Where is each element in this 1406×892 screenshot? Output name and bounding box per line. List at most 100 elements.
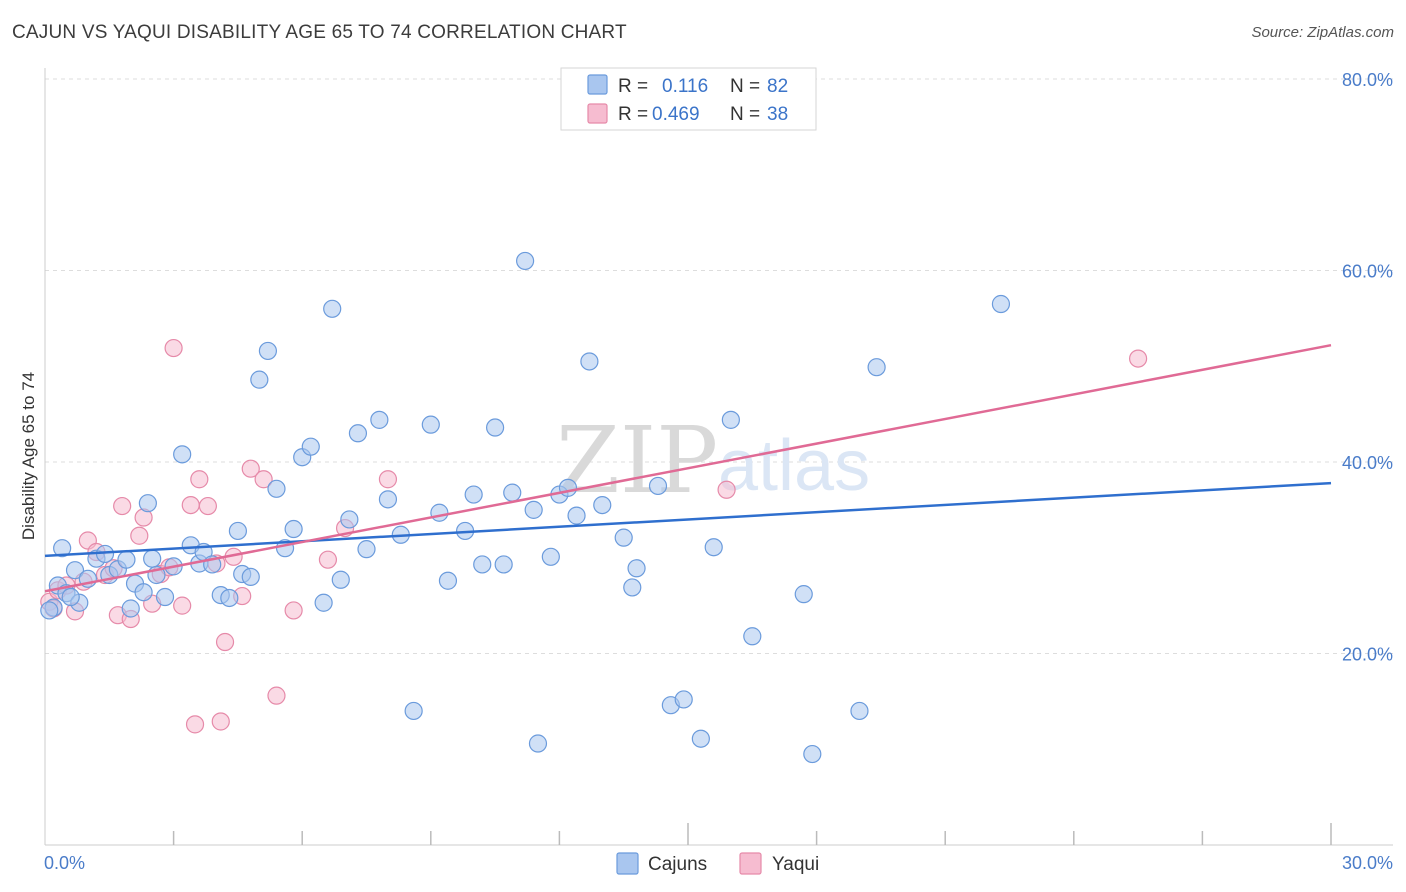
- x-tick-label-0: 0.0%: [44, 853, 85, 873]
- cajun-point-32: [267, 479, 286, 498]
- y-tick-label-0: 20.0%: [1342, 645, 1393, 665]
- yaqui-point-25: [211, 712, 230, 731]
- cajun-point-15: [138, 494, 157, 513]
- x-tick-labels: 0.0% 30.0%: [44, 853, 1393, 873]
- y-tick-label-1: 40.0%: [1342, 453, 1393, 473]
- legend-n-label-cajuns: N =: [730, 76, 760, 97]
- yaqui-trend-line: [44, 343, 1332, 593]
- cajun-point-20: [173, 445, 192, 464]
- axes: [44, 68, 1393, 846]
- cajun-point-65: [614, 528, 633, 547]
- legend-n-value-yaqui: 38: [767, 104, 788, 125]
- cajun-point-61: [558, 478, 578, 497]
- legend-swatch-cajuns: [587, 74, 608, 95]
- yaqui-point-30: [254, 470, 273, 489]
- legend-label-cajuns: Cajuns: [648, 854, 707, 875]
- grid-lines: [45, 78, 1393, 654]
- cajun-point-48: [430, 503, 449, 522]
- cajun-point-40: [340, 510, 359, 529]
- cajun-point-2: [53, 539, 72, 558]
- cajun-point-16: [143, 549, 162, 568]
- cajun-point-4: [65, 561, 85, 580]
- cajun-point-79: [991, 294, 1011, 314]
- yaqui-point-23: [198, 496, 217, 516]
- cajun-point-43: [370, 410, 389, 429]
- cajun-point-44: [378, 490, 398, 509]
- cajun-point-47: [421, 415, 440, 434]
- yaqui-point-19: [173, 596, 192, 615]
- cajun-point-74: [743, 627, 762, 646]
- trend-lines: [44, 343, 1332, 593]
- cajun-point-53: [486, 418, 505, 437]
- cajun-point-14: [134, 583, 153, 602]
- cajun-trend-line: [44, 481, 1332, 558]
- cajun-point-36: [301, 437, 320, 456]
- cajun-point-56: [516, 251, 535, 271]
- cajun-point-37: [314, 593, 333, 612]
- cajun-point-39: [331, 570, 350, 589]
- cajun-point-75: [794, 585, 813, 604]
- y-tick-label-3: 80.0%: [1342, 70, 1393, 90]
- yaqui-point-35: [378, 470, 398, 489]
- cajun-point-73: [721, 410, 740, 429]
- cajun-point-81: [61, 587, 80, 607]
- series-legend: Cajuns Yaqui: [616, 852, 819, 875]
- cajun-point-66: [623, 578, 642, 597]
- cajun-point-18: [155, 587, 175, 607]
- source-note: Source: ZipAtlas.com: [1251, 24, 1394, 41]
- cajun-point-68: [648, 476, 668, 496]
- legend-label-yaqui: Yaqui: [772, 854, 819, 875]
- legend-r-value-yaqui: 0.469: [652, 104, 700, 125]
- yaqui-point-31: [267, 686, 286, 705]
- cajun-point-55: [503, 483, 522, 502]
- yaqui-point-33: [318, 550, 338, 569]
- legend-swatch-cajuns-bottom: [616, 852, 639, 875]
- cajun-point-52: [473, 555, 492, 574]
- cajun-point-78: [867, 358, 886, 377]
- yaqui-point-32: [284, 601, 303, 620]
- yaqui-point-11: [113, 496, 132, 516]
- yaqui-point-26: [215, 632, 235, 652]
- yaqui-point-18: [164, 338, 183, 358]
- legend-r-label-yaqui: R =: [618, 104, 648, 125]
- cajun-point-70: [674, 690, 693, 709]
- y-tick-label-2: 60.0%: [1342, 262, 1393, 282]
- chart-title: CAJUN VS YAQUI DISABILITY AGE 65 TO 74 C…: [12, 22, 627, 43]
- cajun-point-49: [438, 571, 458, 590]
- cajun-point-62: [567, 506, 586, 525]
- cajun-point-76: [803, 744, 822, 764]
- cajun-point-31: [258, 341, 278, 361]
- watermark-zip: ZIP: [556, 407, 718, 514]
- cajun-point-38: [323, 299, 342, 318]
- legend-r-label-cajuns: R =: [618, 76, 648, 97]
- yaqui-point-37: [1128, 349, 1148, 368]
- cajun-point-59: [541, 547, 560, 566]
- yaqui-point-20: [181, 495, 200, 515]
- cajun-point-67: [627, 559, 646, 578]
- cajun-point-54: [494, 555, 513, 574]
- correlation-legend: R = 0.116 N = 82 R = 0.469 N = 38: [560, 67, 817, 131]
- cajun-point-46: [404, 701, 423, 721]
- cajun-point-26: [220, 588, 239, 608]
- cajun-point-51: [464, 485, 483, 504]
- x-tick-label-1: 30.0%: [1342, 853, 1393, 873]
- yaqui-point-21: [185, 715, 205, 734]
- yaqui-point-22: [190, 470, 209, 489]
- cajun-point-27: [228, 521, 247, 541]
- cajun-point-12: [121, 599, 140, 618]
- legend-r-value-cajuns: 0.116: [662, 76, 708, 97]
- legend-n-value-cajuns: 82: [767, 76, 788, 97]
- legend-swatch-yaqui-bottom: [739, 852, 762, 875]
- cajun-point-41: [348, 424, 368, 443]
- legend-n-label-yaqui: N =: [730, 104, 760, 125]
- yaqui-point-13: [130, 526, 149, 545]
- cajun-point-34: [284, 519, 303, 539]
- cajun-point-72: [704, 538, 723, 557]
- cajun-point-71: [691, 729, 710, 748]
- cajun-point-58: [528, 734, 548, 753]
- yaqui-point-29: [241, 459, 260, 478]
- cajun-point-11: [117, 550, 136, 569]
- cajun-point-57: [524, 500, 543, 519]
- cajun-point-80: [40, 601, 59, 620]
